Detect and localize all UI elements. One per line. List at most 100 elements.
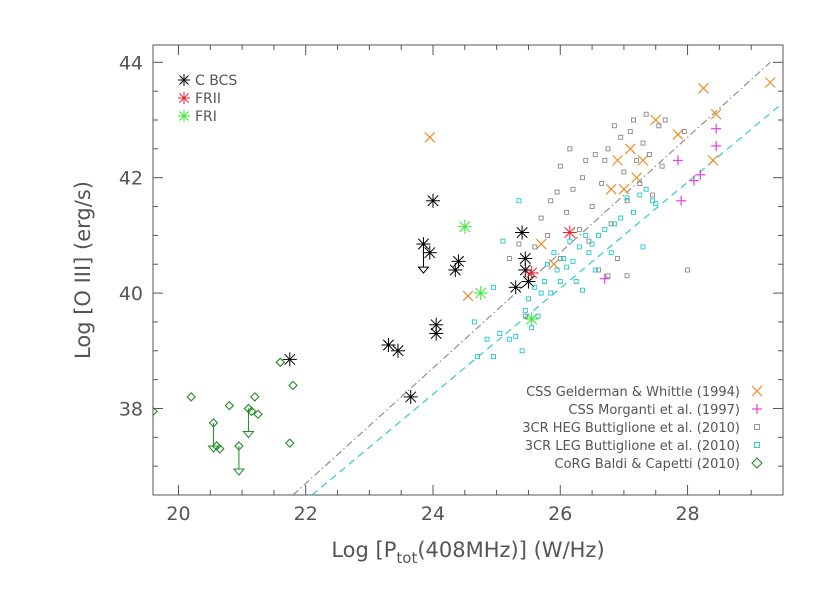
data-point: [557, 163, 563, 169]
legend-marker: [752, 404, 762, 414]
data-point: [612, 154, 623, 166]
x-axis-label-subscript: tot: [396, 549, 417, 567]
upper-limit-arrow: [417, 266, 430, 274]
data-point: [457, 219, 472, 234]
data-point: [659, 163, 665, 169]
data-point: [567, 238, 573, 244]
data-point: [567, 146, 573, 152]
x-tick-label: 26: [548, 503, 572, 525]
data-point: [282, 352, 297, 367]
legend-top-left: C BCS FRII FRI: [178, 73, 237, 125]
data-point: [516, 198, 522, 204]
upper-limit-arrow: [207, 445, 220, 453]
data-point: [424, 131, 436, 143]
data-point: [586, 250, 592, 256]
x-axis-label: Log [Ptot(408MHz)] (W/Hz): [331, 538, 604, 567]
data-point: [589, 204, 595, 209]
data-point: [637, 181, 643, 186]
data-point: [548, 290, 554, 296]
data-point: [611, 221, 617, 227]
data-point: [764, 77, 776, 88]
y-tick-label: 40: [119, 283, 143, 305]
data-point: [618, 183, 630, 195]
data-point: [538, 215, 544, 221]
x-tick-label: 22: [294, 503, 318, 525]
data-point: [535, 313, 541, 319]
data-point: [624, 195, 630, 201]
data-point: [592, 267, 598, 273]
legend-marker: [178, 92, 190, 104]
data-point: [711, 123, 722, 134]
data-point: [634, 157, 640, 163]
y-tick-label: 38: [119, 398, 143, 420]
data-point: [426, 193, 440, 208]
data-point: [519, 348, 525, 354]
data-point: [646, 152, 652, 158]
data-point: [656, 123, 662, 129]
data-point: [526, 296, 531, 302]
data-point: [564, 209, 570, 215]
data-point: [573, 279, 579, 284]
legend-marker: [178, 110, 190, 122]
legend-bottom-right: CSS Gelderman & Whittle (1994) CSS Morgan…: [522, 385, 763, 472]
data-point: [391, 343, 405, 358]
data-point: [275, 357, 286, 368]
data-point: [557, 279, 563, 284]
data-point: [246, 406, 257, 417]
data-point: [602, 157, 608, 163]
data-point: [570, 258, 576, 264]
upper-limit-arrow: [242, 431, 255, 439]
plot-frame: [152, 44, 784, 496]
data-point: [491, 284, 496, 290]
data-point: [605, 273, 611, 279]
data-point: [471, 319, 477, 325]
data-point: [538, 290, 544, 296]
data-point: [524, 265, 539, 280]
data-point: [532, 244, 538, 250]
data-point: [506, 256, 512, 261]
data-point: [484, 336, 490, 342]
data-point: [650, 198, 655, 204]
legend-marker: [751, 457, 763, 469]
data-point: [535, 238, 547, 250]
data-point: [576, 227, 582, 233]
data-point: [624, 273, 630, 279]
data-point: [515, 225, 530, 240]
y-tick-label: 44: [119, 52, 143, 74]
data-point: [650, 192, 655, 198]
data-point: [580, 175, 585, 181]
data-point: [695, 169, 706, 180]
x-axis-label-rest: (408MHz)] (W/Hz): [417, 538, 604, 562]
legend-label: FRI: [195, 109, 217, 125]
data-point: [681, 129, 687, 134]
data-point: [583, 232, 589, 238]
data-point: [596, 232, 601, 238]
legend-label: C BCS: [195, 73, 237, 89]
data-point: [631, 209, 636, 215]
data-point: [561, 256, 566, 261]
data-point: [500, 238, 506, 244]
data-point: [624, 143, 636, 155]
data-point: [508, 280, 523, 295]
data-point: [637, 154, 649, 166]
data-point: [545, 261, 550, 267]
data-point: [429, 326, 444, 341]
data-points: [153, 77, 776, 476]
data-point: [583, 157, 589, 163]
fit-line-2: [311, 102, 783, 495]
upper-limit-arrow: [232, 468, 245, 476]
data-point: [688, 175, 699, 186]
data-point: [640, 140, 646, 146]
data-point: [564, 264, 570, 270]
data-point: [516, 241, 522, 247]
data-point: [522, 307, 528, 313]
data-point: [676, 195, 687, 206]
data-point: [529, 325, 535, 331]
data-point: [186, 392, 196, 402]
data-point: [631, 117, 636, 123]
data-point: [253, 409, 263, 420]
data-point: [589, 241, 595, 247]
legend-label: CSS Morganti et al. (1997): [568, 403, 740, 418]
data-point: [541, 279, 547, 284]
